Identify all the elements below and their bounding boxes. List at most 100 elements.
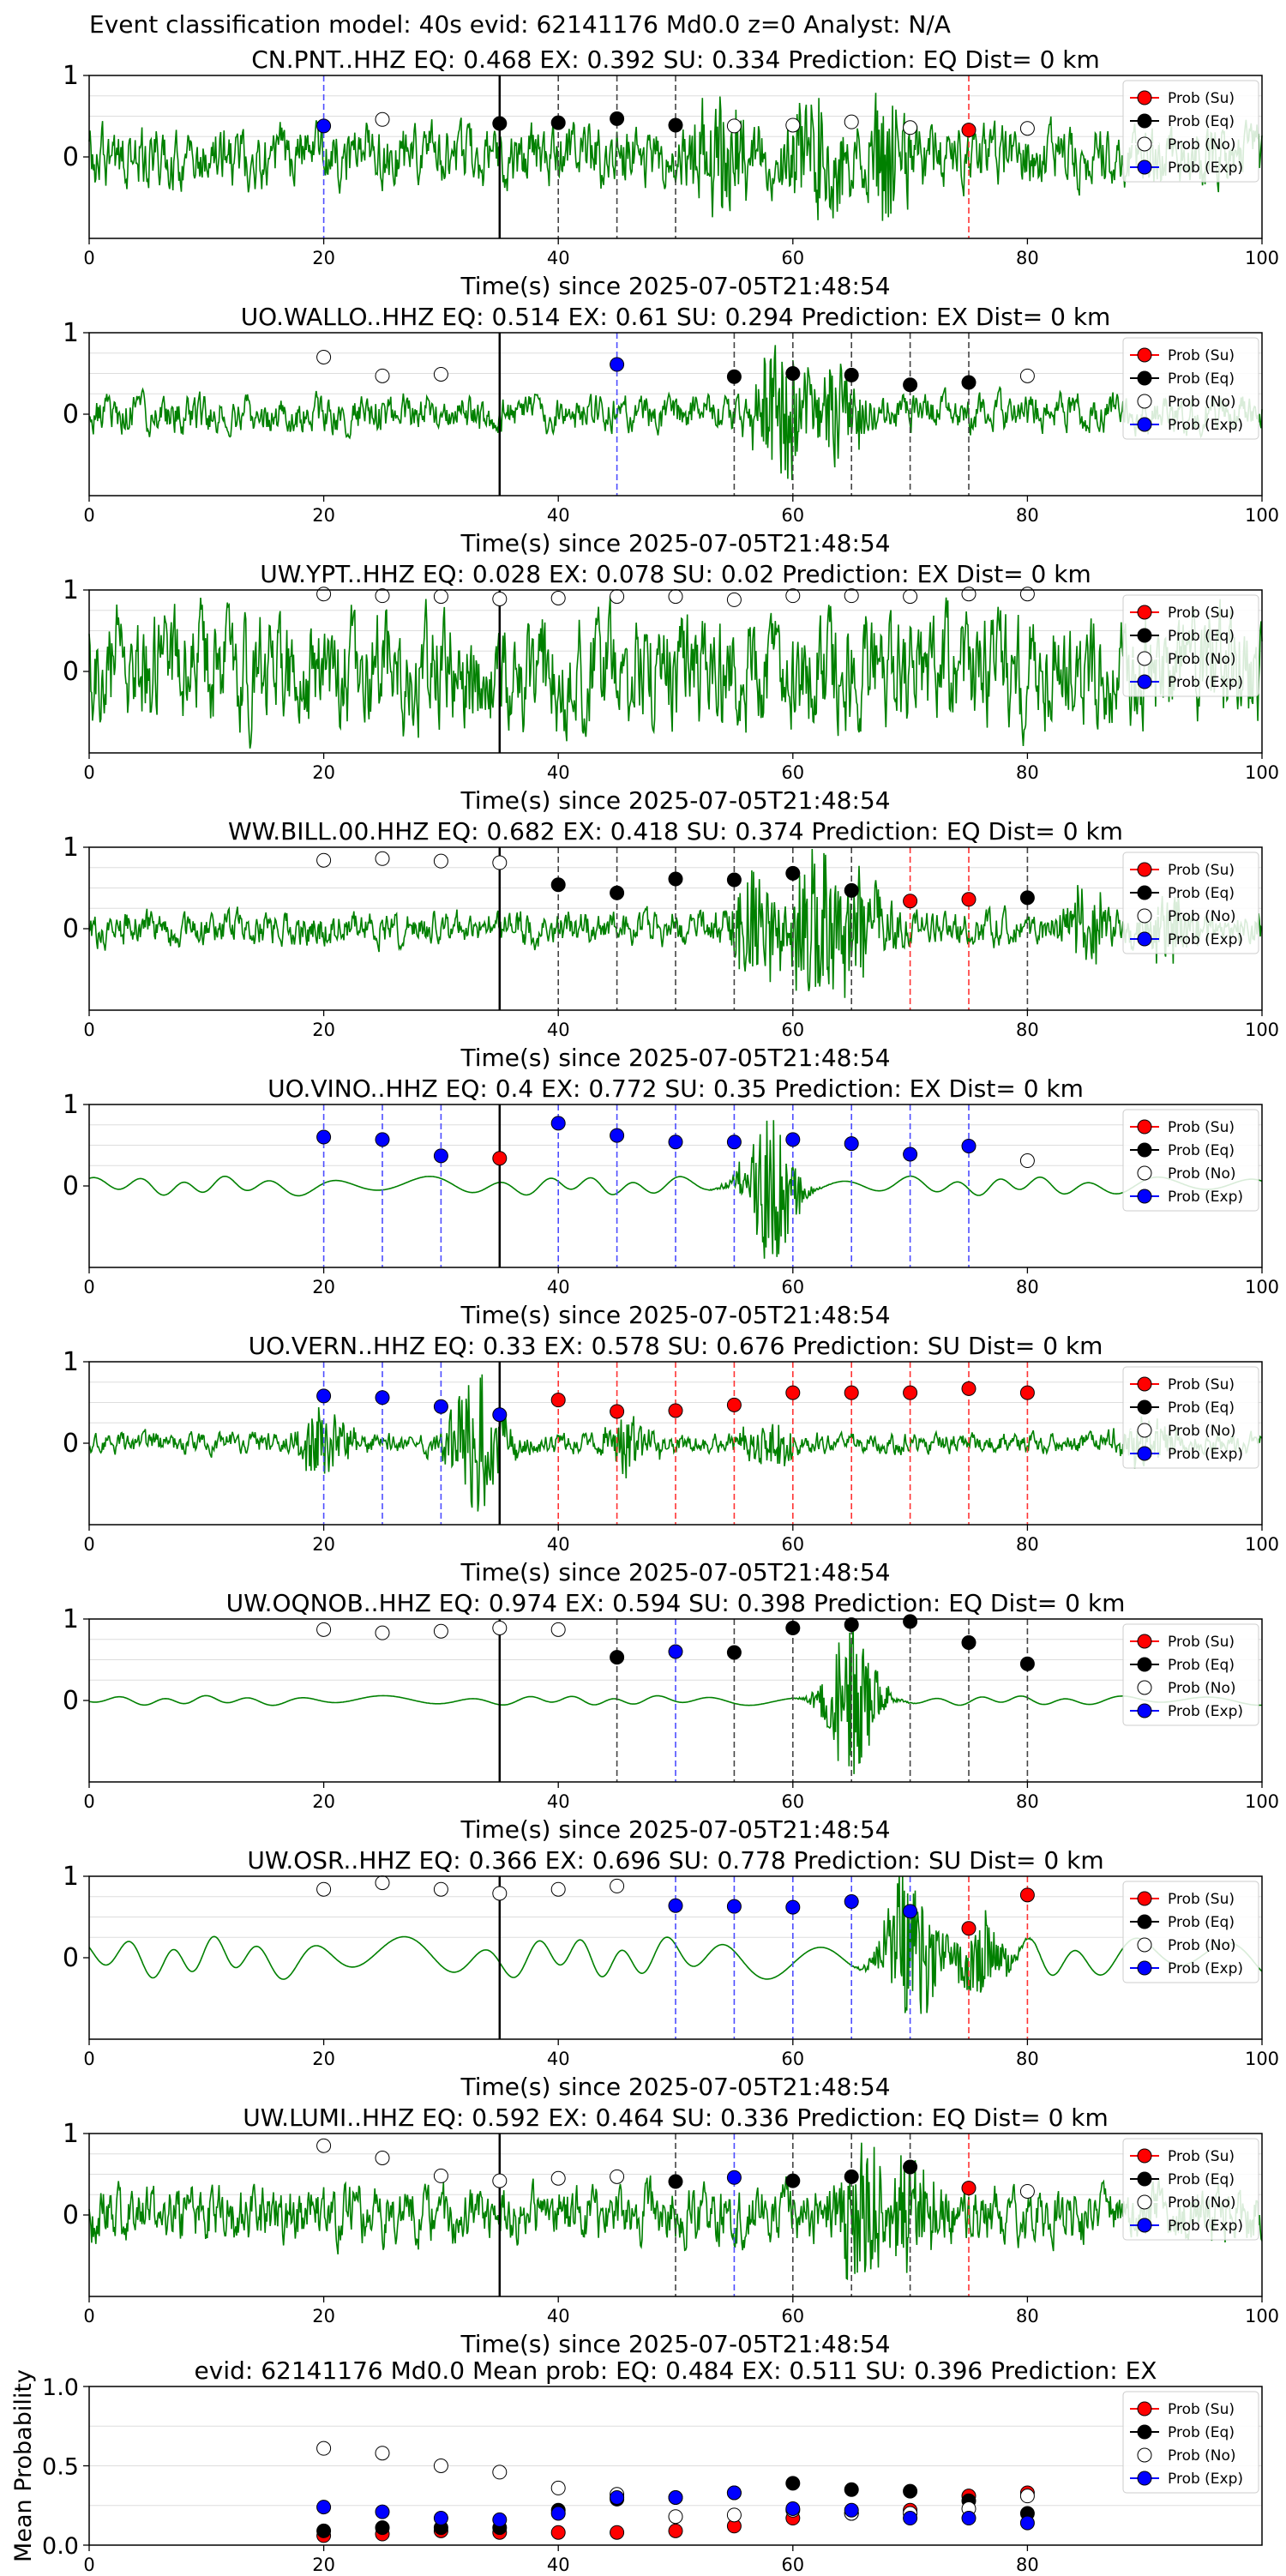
prob-point-eq bbox=[726, 872, 742, 888]
x-tick-label: 60 bbox=[781, 248, 804, 268]
x-tick-label: 60 bbox=[781, 1791, 804, 1812]
legend-marker-eq bbox=[1137, 885, 1152, 900]
x-axis-label: Time(s) since 2025-07-05T21:48:54 bbox=[460, 272, 890, 300]
prob-point-exp bbox=[375, 1390, 390, 1405]
mean-point-no bbox=[550, 2480, 566, 2495]
x-axis-label: Time(s) since 2025-07-05T21:48:54 bbox=[460, 1044, 890, 1072]
panel-title: UW.LUMI..HHZ EQ: 0.592 EX: 0.464 SU: 0.3… bbox=[243, 2104, 1109, 2132]
mean-point-exp bbox=[550, 2506, 566, 2521]
mean-point-exp bbox=[785, 2501, 801, 2516]
waveform-trace bbox=[88, 345, 1263, 480]
prob-point-no bbox=[433, 2168, 448, 2183]
x-tick-label: 100 bbox=[1245, 505, 1279, 526]
panel-title: UW.YPT..HHZ EQ: 0.028 EX: 0.078 SU: 0.02… bbox=[260, 560, 1091, 588]
legend-marker-exp bbox=[1137, 1446, 1152, 1461]
prob-point-su bbox=[785, 1385, 801, 1400]
prob-point-no bbox=[433, 853, 448, 869]
legend-label-su: Prob (Su) bbox=[1168, 1891, 1235, 1908]
x-tick-label: 40 bbox=[547, 1534, 570, 1555]
y-tick-label: 0 bbox=[63, 1943, 79, 1973]
y-tick-label: 1.0 bbox=[42, 2374, 79, 2401]
legend-box bbox=[1122, 2391, 1259, 2494]
legend: Prob (Su) Prob (Eq) Prob (No) Prob (Exp) bbox=[1122, 594, 1259, 697]
prob-point-no bbox=[375, 1625, 390, 1640]
x-tick-label: 40 bbox=[547, 2306, 570, 2326]
legend-marker-eq bbox=[1137, 628, 1152, 643]
panel-3: WW.BILL.00.HHZ EQ: 0.682 EX: 0.418 SU: 0… bbox=[63, 817, 1279, 1072]
legend-marker-exp bbox=[1137, 417, 1152, 432]
legend-label-su: Prob (Su) bbox=[1168, 1376, 1235, 1393]
panel-1: UO.WALLO..HHZ EQ: 0.514 EX: 0.61 SU: 0.2… bbox=[63, 303, 1279, 557]
legend-label-eq: Prob (Eq) bbox=[1168, 628, 1235, 645]
x-tick-label: 100 bbox=[1245, 1791, 1279, 1812]
x-tick-label: 40 bbox=[547, 1277, 570, 1297]
mean-point-exp bbox=[844, 2502, 859, 2518]
x-tick-label: 20 bbox=[312, 1534, 335, 1555]
x-axis-label: Time(s) since 2025-07-05T21:48:54 bbox=[460, 1815, 890, 1844]
panel-6: UW.OQNOB..HHZ EQ: 0.974 EX: 0.594 SU: 0.… bbox=[63, 1589, 1279, 1844]
prob-point-su bbox=[550, 1393, 566, 1408]
legend-label-su: Prob (Su) bbox=[1168, 1634, 1235, 1651]
y-tick-label: 1 bbox=[63, 318, 79, 348]
legend-marker-eq bbox=[1137, 113, 1152, 129]
prob-point-no bbox=[316, 1622, 332, 1637]
x-tick-label: 0 bbox=[83, 762, 94, 783]
x-tick-label: 100 bbox=[1245, 1020, 1279, 1040]
prob-point-eq bbox=[726, 1645, 742, 1660]
legend-label-exp: Prob (Exp) bbox=[1168, 1446, 1243, 1463]
legend-marker-eq bbox=[1137, 1142, 1152, 1158]
x-axis-label: Time(s) since 2025-07-05T21:48:54 bbox=[460, 2330, 890, 2358]
x-axis-label: Time(s) since 2025-07-05T21:48:54 bbox=[460, 786, 890, 815]
prob-point-no bbox=[1019, 121, 1035, 136]
x-tick-label: 80 bbox=[1016, 1277, 1039, 1297]
legend-box bbox=[1122, 1881, 1259, 1983]
prob-point-exp bbox=[668, 1135, 683, 1150]
prob-point-eq bbox=[844, 1617, 859, 1633]
x-tick-label: 0 bbox=[83, 2555, 94, 2573]
prob-point-no bbox=[1019, 587, 1035, 602]
legend-box bbox=[1122, 1109, 1259, 1212]
prob-point-su bbox=[961, 2181, 977, 2196]
legend-label-no: Prob (No) bbox=[1168, 394, 1236, 411]
y-tick-label: 1 bbox=[63, 1604, 79, 1634]
legend-marker-eq bbox=[1137, 1914, 1152, 1929]
y-tick-label: 0 bbox=[63, 142, 79, 172]
panel-0: CN.PNT..HHZ EQ: 0.468 EX: 0.392 SU: 0.33… bbox=[63, 45, 1279, 300]
prob-point-no bbox=[316, 1881, 332, 1897]
panel-title: UO.VINO..HHZ EQ: 0.4 EX: 0.772 SU: 0.35 … bbox=[267, 1074, 1084, 1103]
legend-marker-exp bbox=[1137, 674, 1152, 689]
prob-point-su bbox=[961, 1381, 977, 1396]
prob-point-su bbox=[1019, 1385, 1035, 1400]
prob-point-exp bbox=[668, 1898, 683, 1913]
panel-7: UW.OSR..HHZ EQ: 0.366 EX: 0.696 SU: 0.77… bbox=[63, 1846, 1279, 2101]
prob-point-eq bbox=[668, 117, 683, 133]
mean-point-eq bbox=[785, 2476, 801, 2491]
legend-label-no: Prob (No) bbox=[1168, 1937, 1236, 1954]
legend-marker-su bbox=[1137, 90, 1152, 105]
mean-point-exp bbox=[668, 2490, 683, 2505]
prob-point-no bbox=[1019, 368, 1035, 383]
mean-point-su bbox=[668, 2523, 683, 2538]
prob-point-no bbox=[375, 588, 390, 604]
legend-label-eq: Prob (Eq) bbox=[1168, 370, 1235, 388]
y-tick-label: 0.5 bbox=[42, 2454, 79, 2481]
legend-marker-su bbox=[1137, 1634, 1152, 1649]
prob-point-no bbox=[668, 589, 683, 605]
x-tick-label: 40 bbox=[547, 248, 570, 268]
prob-point-no bbox=[903, 589, 918, 605]
prob-point-eq bbox=[903, 2159, 918, 2175]
prob-point-no bbox=[1019, 2183, 1035, 2199]
prob-point-no bbox=[316, 587, 332, 602]
x-tick-label: 20 bbox=[312, 1020, 335, 1040]
legend-marker-su bbox=[1137, 1119, 1152, 1135]
legend-marker-su bbox=[1137, 2401, 1152, 2417]
prob-point-no bbox=[316, 852, 332, 868]
y-tick-label: 0 bbox=[63, 1429, 79, 1459]
mean-point-exp bbox=[903, 2511, 918, 2526]
prob-point-exp bbox=[610, 357, 625, 372]
x-tick-label: 40 bbox=[547, 2049, 570, 2069]
y-tick-label: 1 bbox=[63, 833, 79, 863]
prob-point-exp bbox=[610, 1128, 625, 1143]
prob-point-su bbox=[961, 1921, 977, 1936]
prob-point-exp bbox=[433, 1399, 448, 1414]
